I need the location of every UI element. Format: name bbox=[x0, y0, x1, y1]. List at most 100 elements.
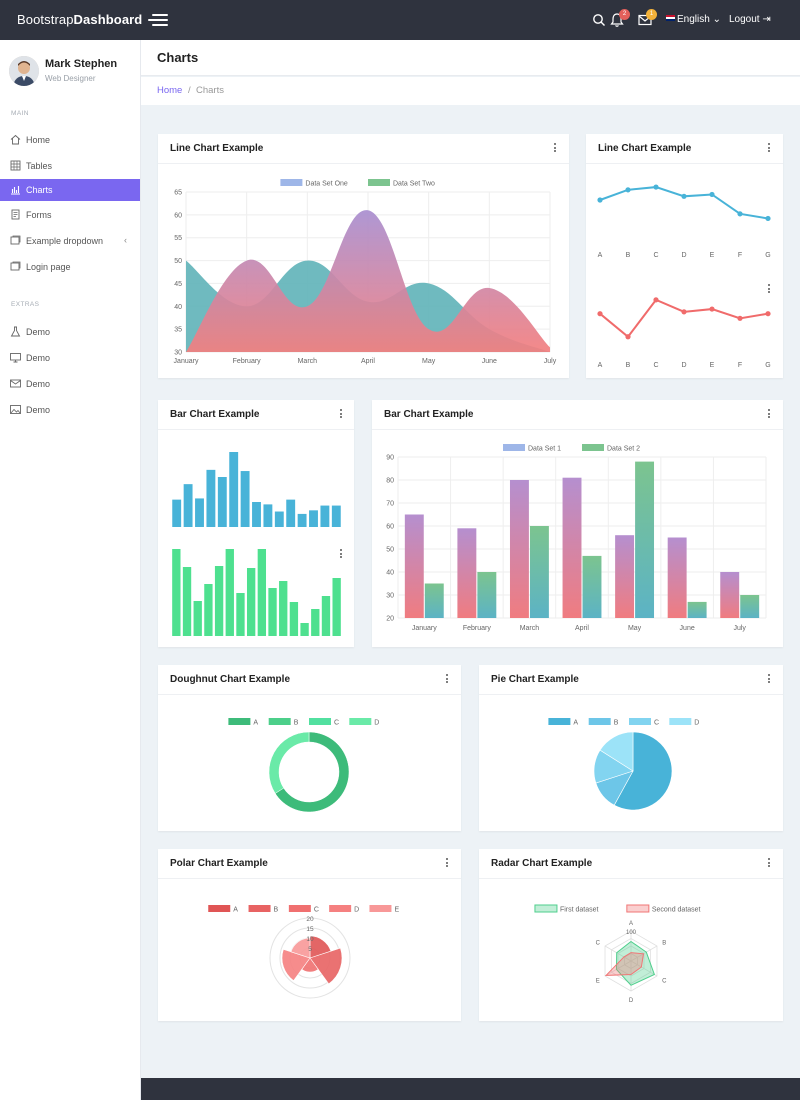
top-navbar: BootstrapDashboard 2 1 English ⌄ Logout … bbox=[0, 0, 800, 40]
home-icon bbox=[10, 134, 21, 145]
notification-badge: 2 bbox=[619, 9, 630, 20]
x-tick-label: June bbox=[680, 625, 695, 632]
x-tick-label: D bbox=[681, 252, 686, 259]
breadcrumb-current: Charts bbox=[196, 85, 224, 96]
sidebar-item-demo-2[interactable]: Demo bbox=[0, 347, 140, 369]
kebab-menu-icon[interactable] bbox=[445, 674, 449, 686]
bar bbox=[246, 568, 256, 636]
legend-label: D bbox=[354, 907, 359, 914]
pie-chart-card: Pie Chart Example A B C D bbox=[479, 665, 783, 831]
x-tick-label: July bbox=[733, 625, 746, 632]
small-line-chart-card: Line Chart Example A B C D E F G A B C D E F G bbox=[586, 134, 783, 378]
profile: Mark Stephen Web Designer bbox=[0, 40, 140, 100]
x-tick-label: April bbox=[575, 625, 589, 632]
area-chart: 30 35 40 45 50 55 60 65 January February March Apri… bbox=[174, 179, 557, 365]
legend-label: A bbox=[253, 720, 258, 727]
bar bbox=[311, 609, 320, 636]
data-point bbox=[765, 215, 771, 222]
window-icon bbox=[10, 235, 21, 245]
x-tick-label: B bbox=[626, 252, 631, 259]
x-tick-label: F bbox=[738, 252, 742, 259]
x-tick-label: May bbox=[422, 358, 436, 365]
bar bbox=[720, 572, 740, 618]
bar bbox=[477, 572, 497, 618]
bar bbox=[279, 581, 288, 636]
legend-swatch bbox=[248, 905, 271, 912]
sidebar-item-home[interactable]: Home bbox=[0, 129, 140, 151]
kebab-menu-icon[interactable] bbox=[445, 858, 449, 870]
bar bbox=[582, 555, 602, 618]
sidebar-item-demo-1[interactable]: Demo bbox=[0, 321, 140, 343]
kebab-menu-icon[interactable] bbox=[339, 549, 343, 561]
data-point bbox=[597, 311, 603, 317]
bar bbox=[424, 583, 444, 618]
y-tick-label: 65 bbox=[174, 190, 182, 197]
bar bbox=[268, 588, 277, 636]
legend-swatch bbox=[368, 179, 390, 186]
sidebar-item-demo-3[interactable]: Demo bbox=[0, 373, 140, 395]
bar bbox=[562, 477, 582, 618]
bar bbox=[740, 595, 760, 618]
search-icon[interactable] bbox=[592, 13, 606, 27]
bar bbox=[240, 471, 250, 527]
radar-spoke bbox=[604, 960, 632, 977]
page-title: Charts bbox=[157, 50, 199, 65]
bar bbox=[217, 477, 227, 527]
kebab-menu-icon[interactable] bbox=[339, 409, 343, 421]
sidebar-item-demo-4[interactable]: Demo bbox=[0, 399, 140, 421]
doughnut-chart-card: Doughnut Chart Example A B C D bbox=[158, 665, 461, 831]
legend-label: C bbox=[314, 907, 319, 914]
radar-axis-label: E bbox=[596, 979, 600, 985]
radar-axis-label: B bbox=[662, 940, 666, 946]
kebab-menu-icon[interactable] bbox=[767, 858, 771, 870]
card-title: Radar Chart Example bbox=[491, 858, 593, 869]
bar bbox=[286, 499, 296, 527]
bar bbox=[300, 623, 309, 636]
sidebar-item-tables[interactable]: Tables bbox=[0, 155, 140, 177]
sidebar-item-label: Demo bbox=[26, 327, 51, 337]
bar bbox=[687, 601, 707, 618]
card-title: Doughnut Chart Example bbox=[170, 674, 291, 685]
legend-swatch bbox=[629, 718, 651, 725]
chart-icon bbox=[11, 186, 20, 195]
kebab-menu-icon[interactable] bbox=[767, 284, 771, 296]
brand-logo[interactable]: BootstrapDashboard bbox=[17, 12, 142, 27]
language-dropdown[interactable]: English ⌄ bbox=[666, 14, 721, 25]
legend-label: E bbox=[394, 907, 399, 914]
sidebar-item-charts[interactable]: Charts bbox=[0, 179, 140, 201]
x-tick-label: March bbox=[298, 358, 318, 365]
logout-link[interactable]: Logout ⇥ bbox=[729, 14, 771, 25]
sidebar-item-example-dropdown[interactable]: Example dropdown ‹ bbox=[0, 230, 140, 252]
data-point bbox=[765, 311, 771, 317]
legend-label: Data Set 2 bbox=[607, 446, 640, 453]
y-tick-label: 70 bbox=[386, 501, 394, 508]
y-tick-label: 50 bbox=[386, 547, 394, 554]
y-tick-label: 60 bbox=[386, 524, 394, 531]
kebab-menu-icon[interactable] bbox=[767, 143, 771, 155]
x-tick-label: February bbox=[463, 625, 492, 632]
kebab-menu-icon[interactable] bbox=[553, 143, 557, 155]
card-title: Bar Chart Example bbox=[384, 409, 474, 420]
bar bbox=[172, 549, 181, 636]
legend-label: C bbox=[654, 720, 659, 727]
sidebar-item-login-page[interactable]: Login page bbox=[0, 256, 140, 278]
bar bbox=[193, 601, 202, 636]
data-point bbox=[681, 309, 687, 315]
small-bar-chart-card: Bar Chart Example bbox=[158, 400, 354, 647]
table-icon bbox=[10, 160, 21, 171]
sidebar-item-forms[interactable]: Forms bbox=[0, 204, 140, 226]
brand-bold: Dashboard bbox=[73, 12, 143, 27]
x-tick-label: A bbox=[598, 252, 603, 259]
data-point bbox=[709, 306, 715, 312]
x-tick-label: March bbox=[520, 625, 540, 632]
breadcrumb-home-link[interactable]: Home bbox=[157, 85, 183, 96]
bar bbox=[183, 484, 193, 527]
kebab-menu-icon[interactable] bbox=[767, 409, 771, 421]
x-tick-label: G bbox=[765, 362, 770, 369]
footer bbox=[141, 1078, 800, 1100]
bar bbox=[263, 504, 273, 527]
polar-grid-ring bbox=[269, 917, 351, 999]
menu-toggle-icon[interactable] bbox=[148, 14, 168, 26]
extras-section-title: EXTRAS bbox=[11, 301, 40, 308]
kebab-menu-icon[interactable] bbox=[767, 674, 771, 686]
